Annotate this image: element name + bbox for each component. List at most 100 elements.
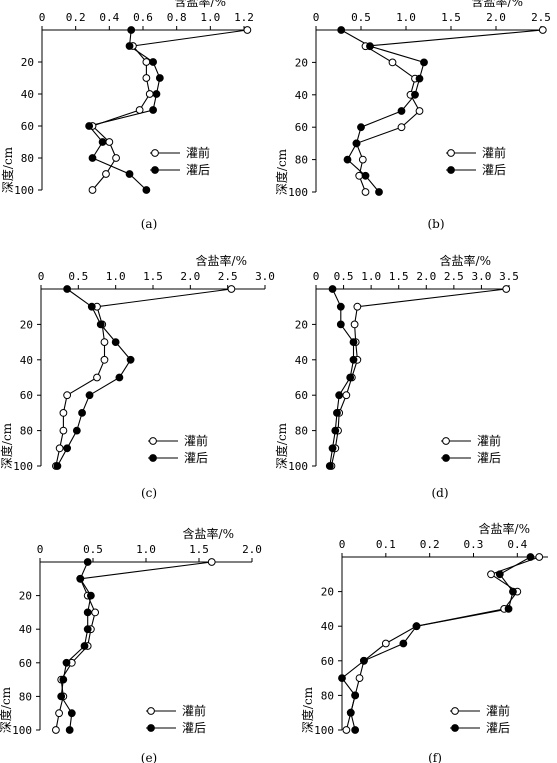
data-point-after <box>504 605 513 613</box>
chart-panel-d: 0 0.5 1.0 1.5 2.0 2.5 3.0 3.5 20 40 60 80 100 含盐率/% 深度… <box>274 253 519 500</box>
legend-label: 灌前 <box>482 145 506 160</box>
x-tick-label: 0 <box>313 270 320 283</box>
data-point-after <box>96 320 105 329</box>
data-point-before <box>388 58 397 67</box>
data-point-before <box>353 302 362 311</box>
legend-marker <box>451 724 459 732</box>
data-point-after <box>375 188 383 196</box>
legend-label: 灌后 <box>482 163 506 177</box>
data-point-after <box>336 320 345 329</box>
x-axis-title: 含盐率/% <box>196 253 247 268</box>
data-point-after <box>366 42 374 51</box>
y-tick-label: 60 <box>295 389 308 402</box>
data-point-before <box>88 186 97 194</box>
panel-caption: (d) <box>431 486 448 500</box>
x-tick-label: 1.0 <box>136 543 156 556</box>
x-tick-label: 0.1 <box>376 538 396 551</box>
x-tick-label: 0.5 <box>83 543 103 556</box>
y-tick-label: 20 <box>21 56 34 69</box>
x-tick-label: 0 <box>37 543 44 556</box>
x-tick-label: 0.4 <box>99 11 119 24</box>
data-point-before <box>361 188 370 196</box>
x-tick-label: 0 <box>339 538 346 551</box>
data-point-after <box>63 285 72 293</box>
y-tick-label: 100 <box>288 186 308 199</box>
legend-label: 灌前 <box>186 145 210 160</box>
x-tick-label: 0.6 <box>133 11 153 24</box>
data-point-after <box>80 642 89 650</box>
data-point-after <box>149 106 158 114</box>
data-point-after <box>349 338 358 347</box>
data-point-after <box>335 391 344 400</box>
y-tick-label: 20 <box>20 318 33 331</box>
x-tick-label: 3.0 <box>255 270 275 283</box>
x-axis-title: 含盐率/% <box>472 0 523 9</box>
legend-label: 灌后 <box>182 721 206 735</box>
data-point-after <box>63 444 72 453</box>
data-point-before <box>142 58 151 66</box>
data-point-after <box>62 658 71 667</box>
x-tick-label: 2.0 <box>486 11 506 24</box>
legend-marker <box>149 454 157 462</box>
data-point-before <box>63 391 72 400</box>
y-tick-label: 60 <box>295 121 308 134</box>
data-point-after <box>76 574 85 583</box>
y-tick-label: 80 <box>295 154 308 167</box>
data-point-after <box>343 155 352 164</box>
series-line-after <box>340 29 425 193</box>
data-point-after <box>83 558 92 566</box>
y-axis-title: 深度/cm <box>300 686 315 733</box>
data-point-after <box>125 170 134 178</box>
series-line-before <box>345 556 540 731</box>
data-point-after <box>420 58 428 67</box>
data-point-after <box>88 154 97 162</box>
y-axis-title: 深度/cm <box>0 146 15 193</box>
data-point-after <box>352 139 361 148</box>
data-point-before <box>243 26 252 34</box>
y-tick-label: 40 <box>321 620 334 633</box>
data-point-before <box>91 608 100 617</box>
chart-panel-c: 0 0.5 1.0 1.5 2.0 2.5 3.0 20 40 60 80 100 含盐率/% 深度/cm… <box>0 253 275 500</box>
x-axis-title: 含盐率/% <box>183 526 234 541</box>
data-point-before <box>538 26 547 34</box>
data-point-before <box>397 123 406 132</box>
data-point-after <box>357 123 365 132</box>
data-point-after <box>526 553 535 561</box>
legend-marker <box>447 149 455 157</box>
y-tick-label: 40 <box>295 89 308 102</box>
data-point-before <box>100 355 109 364</box>
data-point-before <box>55 709 63 718</box>
legend-marker <box>151 149 159 157</box>
legend-marker <box>151 166 159 174</box>
x-tick-label: 3.0 <box>471 270 491 283</box>
x-axis-title: 含盐率/% <box>440 253 491 268</box>
data-point-after <box>328 285 337 293</box>
data-point-before <box>112 154 120 162</box>
data-point-before <box>100 338 109 347</box>
y-tick-label: 80 <box>19 690 32 703</box>
legend-marker <box>442 454 450 462</box>
data-point-before <box>105 138 114 146</box>
x-tick-label: 1.0 <box>200 11 220 24</box>
legend-label: 灌前 <box>182 703 206 718</box>
data-point-after <box>399 639 408 648</box>
data-point-after <box>412 622 421 631</box>
data-point-after <box>415 74 424 83</box>
data-point-before <box>142 74 151 82</box>
y-tick-label: 40 <box>295 354 308 367</box>
data-point-after <box>142 186 151 194</box>
legend-marker <box>149 437 157 445</box>
data-point-before <box>342 391 351 400</box>
data-point-before <box>102 170 110 178</box>
y-tick-label: 40 <box>20 354 33 367</box>
series-line-before <box>91 29 248 191</box>
legend-label: 灌后 <box>477 451 501 465</box>
y-tick-label: 20 <box>295 318 308 331</box>
x-tick-label: 0.4 <box>507 538 527 551</box>
panel-caption: (c) <box>141 486 157 500</box>
data-point-after <box>155 74 164 82</box>
data-point-after <box>346 373 355 382</box>
legend-label: 灌后 <box>184 451 208 465</box>
